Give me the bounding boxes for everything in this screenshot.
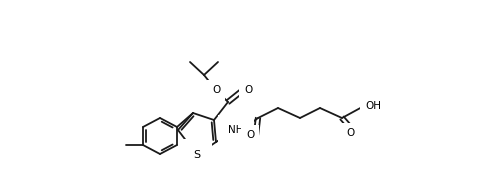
Text: O: O — [244, 85, 252, 95]
Text: NH: NH — [228, 125, 244, 135]
Text: S: S — [193, 150, 201, 160]
Text: O: O — [246, 130, 254, 140]
Text: O: O — [212, 85, 220, 95]
Text: OH: OH — [365, 101, 381, 111]
Text: O: O — [346, 128, 354, 138]
